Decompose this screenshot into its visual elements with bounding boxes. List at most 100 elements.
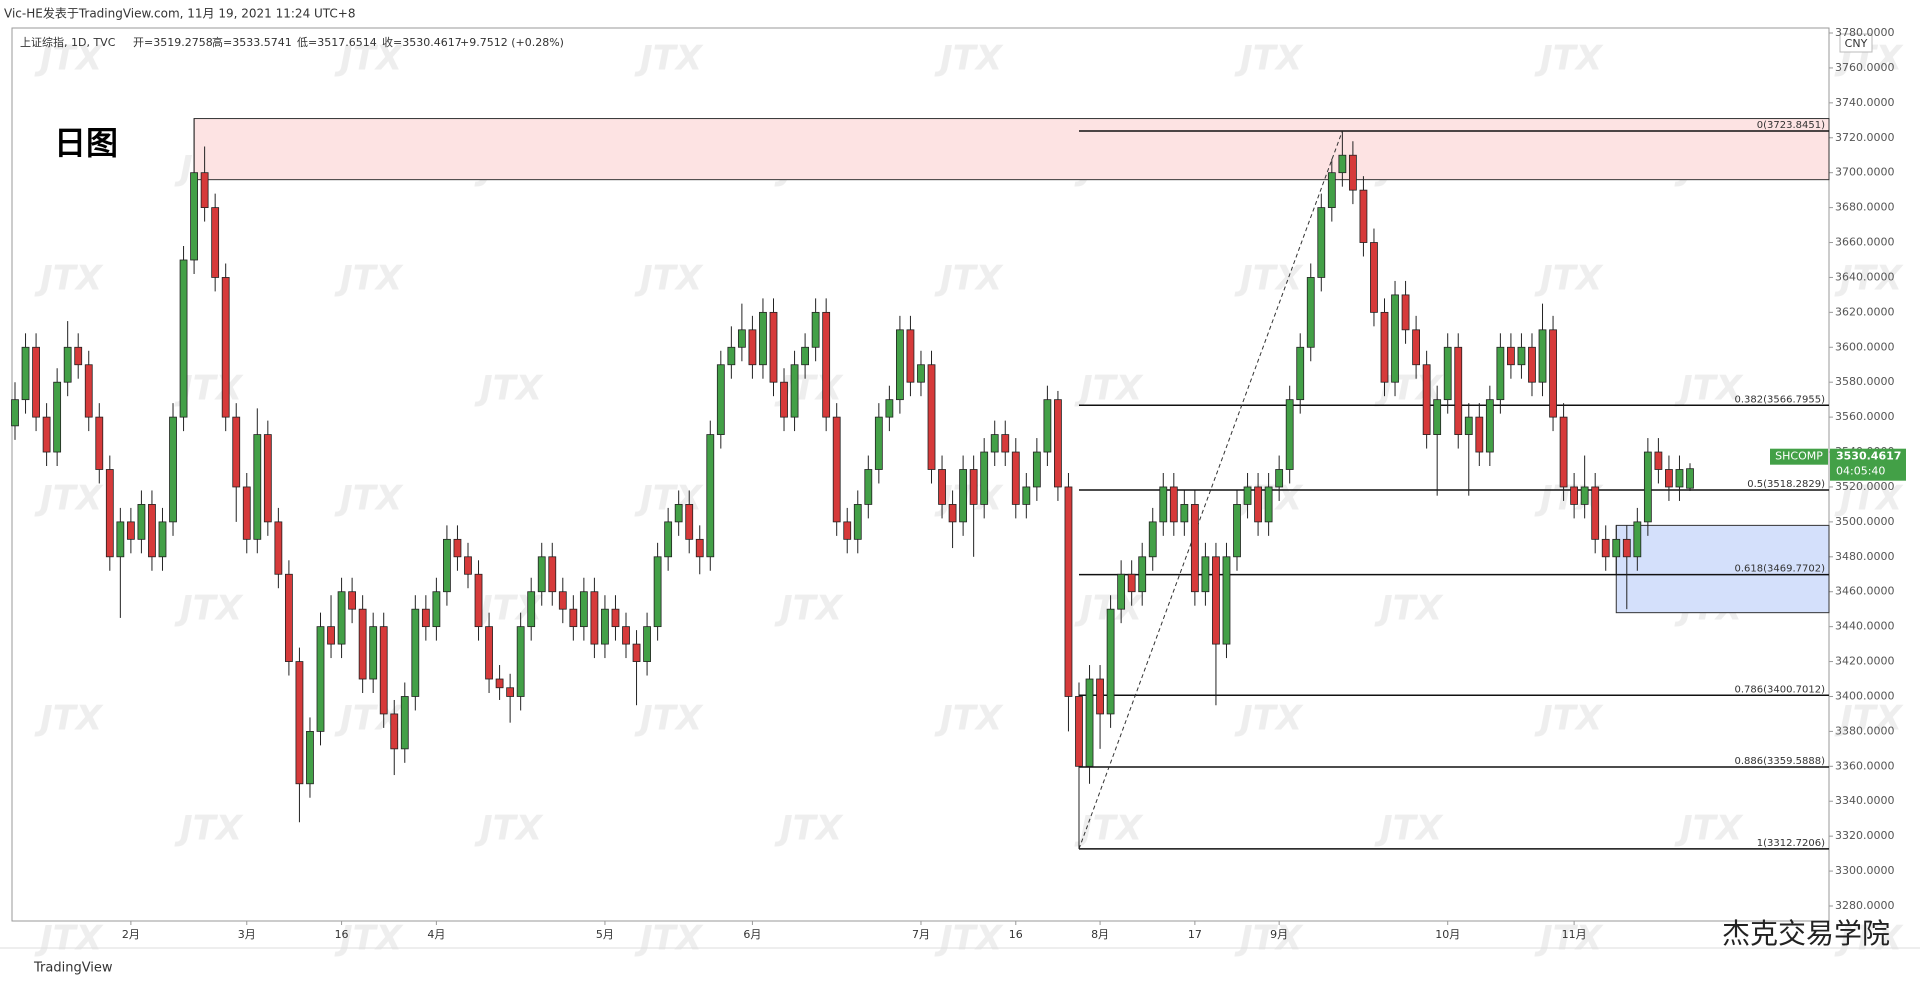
fib-label: 1(3312.7206) — [1757, 838, 1825, 849]
candle-body — [464, 556, 472, 575]
candle-body — [1675, 469, 1684, 488]
candle-body — [495, 678, 504, 689]
watermark: JTX — [634, 39, 704, 79]
y-tick-label: 3560.0000 — [1835, 410, 1895, 423]
candle-body — [400, 696, 409, 750]
candle-body — [1243, 486, 1252, 505]
candle-body — [316, 626, 325, 732]
candle-body — [1159, 486, 1168, 523]
candle-body — [1475, 416, 1484, 453]
candle-body — [1127, 573, 1136, 593]
candle-body — [896, 329, 904, 401]
candle-body — [906, 329, 915, 383]
watermark: JTX — [474, 809, 544, 849]
candle-body — [1285, 399, 1294, 470]
candle-body — [1190, 504, 1199, 593]
x-tick-label: 16 — [335, 928, 349, 941]
fib-label: 0.786(3400.7012) — [1734, 684, 1825, 695]
price-tag-bg — [1830, 448, 1906, 481]
candle-body — [232, 416, 241, 488]
y-tick-label: 3480.0000 — [1835, 550, 1895, 563]
watermark: JTX — [1834, 919, 1904, 959]
candle-body — [527, 591, 536, 628]
y-tick-label: 3320.0000 — [1835, 829, 1895, 842]
candle-body — [1485, 399, 1494, 453]
candle-body — [485, 626, 493, 680]
watermark: JTX — [1674, 809, 1744, 849]
trend-line — [1078, 130, 1343, 850]
candle-body — [927, 364, 936, 470]
candle-body — [506, 687, 515, 697]
candle-body — [1212, 556, 1220, 645]
candle-body — [1517, 346, 1526, 366]
watermark: JTX — [634, 479, 704, 519]
candle-body — [137, 504, 146, 540]
x-tick-label: 17 — [1188, 928, 1202, 941]
candle-body — [1391, 294, 1399, 383]
y-tick-label: 3360.0000 — [1835, 759, 1895, 772]
candle-body — [1075, 696, 1083, 767]
y-tick-label: 3660.0000 — [1835, 236, 1895, 249]
watermark: JTX — [1834, 699, 1904, 739]
candle-body — [1169, 486, 1178, 523]
candle-body — [432, 591, 441, 628]
watermark: JTX — [1074, 369, 1144, 409]
candle-body — [1201, 556, 1210, 593]
candle-body — [95, 416, 104, 470]
candle-body — [1254, 486, 1262, 523]
x-tick-label: 7月 — [912, 928, 930, 941]
y-tick-label: 3720.0000 — [1835, 131, 1895, 144]
candle-body — [1665, 469, 1673, 488]
candle-body — [938, 469, 946, 505]
candle-body — [1686, 468, 1694, 489]
candle-body — [1001, 434, 1010, 453]
candle-body — [1096, 678, 1104, 715]
candle-body — [1401, 294, 1410, 331]
candle-body — [864, 469, 873, 505]
candle-body — [832, 416, 841, 523]
candle-body — [421, 608, 430, 628]
candle-body — [1601, 538, 1610, 558]
change: +9.7512 (+0.28%) — [460, 36, 564, 49]
x-tick-label: 4月 — [427, 928, 445, 941]
candle-body — [358, 608, 367, 680]
candle-body — [790, 364, 799, 418]
candle-body — [643, 626, 651, 662]
y-tick-label: 3380.0000 — [1835, 724, 1895, 737]
candle-body — [1464, 416, 1473, 435]
x-tick-label: 11月 — [1562, 928, 1587, 941]
candle-body — [105, 469, 114, 558]
candle-body — [548, 556, 557, 593]
watermark: JTX — [1234, 919, 1304, 959]
watermark: JTX — [334, 479, 404, 519]
watermark: JTX — [1234, 39, 1304, 79]
watermark: JTX — [1534, 919, 1604, 959]
watermark: JTX — [774, 809, 844, 849]
watermark: JTX — [1234, 699, 1304, 739]
candle-body — [1148, 521, 1157, 558]
footer-logo: TradingView — [33, 961, 113, 976]
candle-body — [1233, 504, 1241, 558]
candle-body — [1433, 399, 1442, 435]
price-tag-countdown: 04:05:40 — [1836, 465, 1885, 478]
watermark: JTX — [634, 919, 704, 959]
watermark: JTX — [934, 699, 1004, 739]
candle-body — [21, 346, 30, 401]
candle-body — [1106, 608, 1115, 715]
candle-body — [537, 556, 546, 593]
symbol: 上证综指, 1D, TVC — [20, 35, 116, 49]
candle-body — [74, 346, 83, 366]
candle-body — [1180, 504, 1189, 523]
watermark: JTX — [1834, 479, 1904, 519]
watermark: JTX — [774, 589, 844, 629]
x-tick-label: 9月 — [1270, 928, 1288, 941]
y-tick-label: 3440.0000 — [1835, 620, 1895, 633]
candle-body — [190, 172, 198, 261]
candle-body — [1296, 346, 1305, 401]
watermark: JTX — [1674, 369, 1744, 409]
watermark: JTX — [34, 919, 104, 959]
watermark: JTX — [474, 369, 544, 409]
watermark: JTX — [34, 39, 104, 79]
watermark: JTX — [34, 699, 104, 739]
zone — [1615, 524, 1830, 614]
